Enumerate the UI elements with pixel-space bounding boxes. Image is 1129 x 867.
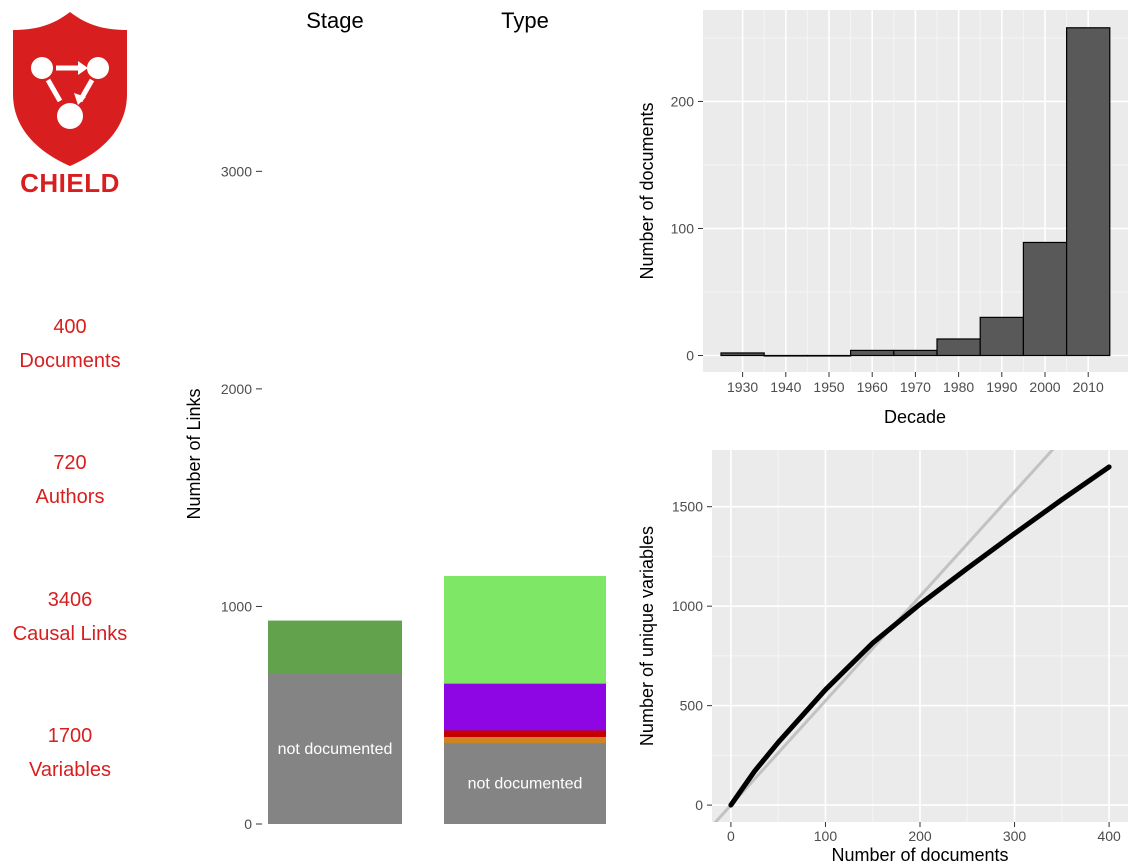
segment-label: not documented bbox=[468, 776, 583, 793]
stat-causal-links: 3406 Causal Links bbox=[0, 583, 140, 651]
x-tick-label: 2010 bbox=[1073, 379, 1104, 395]
histogram-bar bbox=[1065, 27, 1111, 357]
series-group bbox=[713, 450, 1112, 822]
histogram-bar bbox=[936, 338, 981, 357]
y-axis-label: Number of Links bbox=[184, 388, 204, 519]
histogram-bar bbox=[720, 352, 765, 357]
segment-label: not documented bbox=[278, 741, 393, 758]
stat-authors: 720 Authors bbox=[0, 446, 140, 514]
x-axis-label: Decade bbox=[884, 407, 946, 427]
stat-label: Causal Links bbox=[12, 623, 128, 645]
stat-value: 3406 bbox=[47, 589, 93, 611]
y-tick-label: 200 bbox=[671, 93, 695, 109]
histogram-bar bbox=[849, 349, 895, 357]
y-tick-label: 1000 bbox=[221, 598, 252, 614]
histogram-bar bbox=[1022, 241, 1068, 357]
bar-segment bbox=[268, 673, 402, 824]
x-tick-label: 2000 bbox=[1029, 379, 1060, 395]
brand-name: CHIELD bbox=[20, 168, 120, 198]
stat-value: 1700 bbox=[47, 725, 93, 747]
x-tick-label: 1970 bbox=[900, 379, 931, 395]
stacked-bar-chart: 0 1000 2000 3000 Number of Links Stagelanguag… bbox=[184, 8, 606, 832]
x-tick-label: 1940 bbox=[770, 379, 801, 395]
stat-label: Authors bbox=[35, 486, 105, 508]
column-title: Stage bbox=[306, 8, 364, 33]
histogram-bar bbox=[806, 354, 852, 357]
x-tick-label: 100 bbox=[814, 828, 838, 844]
column-title: Type bbox=[501, 8, 549, 33]
x-tick-label: 1990 bbox=[986, 379, 1017, 395]
x-tick-label: 1950 bbox=[813, 379, 844, 395]
sidebar: CHIELD 400 Documents 720 Authors 3406 Ca… bbox=[0, 0, 140, 867]
growth-line bbox=[728, 464, 1112, 808]
reference-line bbox=[713, 450, 1055, 822]
stat-value: 720 bbox=[53, 452, 87, 474]
y-tick-label: 0 bbox=[244, 816, 252, 832]
y-tick-label: 2000 bbox=[221, 381, 252, 397]
x-tick-label: 1980 bbox=[943, 379, 974, 395]
histogram-bar bbox=[979, 316, 1025, 357]
y-tick-label: 0 bbox=[695, 797, 703, 813]
y-tick-label: 100 bbox=[671, 220, 695, 236]
y-tick-label: 0 bbox=[686, 347, 694, 363]
histogram-chart: 1930 1940 1950 1960 1970 1980 1990 2000 2010 0 100… bbox=[637, 10, 1128, 427]
y-tick-label: 500 bbox=[680, 698, 704, 714]
y-tick-label: 1000 bbox=[672, 598, 703, 614]
histogram-bar bbox=[763, 354, 809, 357]
histogram-bar bbox=[893, 349, 938, 357]
x-tick-label: 400 bbox=[1097, 828, 1121, 844]
x-tick-label: 0 bbox=[727, 828, 735, 844]
x-tick-label: 200 bbox=[908, 828, 932, 844]
y-axis-label: Number of documents bbox=[637, 102, 657, 279]
stacked-column: Stagelanguagechangeculturalevolutioncoev… bbox=[268, 8, 402, 824]
x-axis-label: Number of documents bbox=[831, 845, 1008, 865]
stacked-column: Typehypothesisreviewexperimentstatistica… bbox=[444, 8, 606, 825]
y-tick-label: 1500 bbox=[672, 499, 703, 515]
stat-label: Documents bbox=[19, 350, 121, 372]
chield-logo-icon bbox=[13, 12, 127, 166]
x-tick-label: 1930 bbox=[727, 379, 758, 395]
y-tick-label: 3000 bbox=[221, 163, 252, 179]
stat-value: 400 bbox=[53, 316, 87, 338]
y-axis-label: Number of unique variables bbox=[637, 526, 657, 746]
x-tick-label: 1960 bbox=[857, 379, 888, 395]
x-tick-label: 300 bbox=[1003, 828, 1027, 844]
stat-variables: 1700 Variables bbox=[0, 719, 140, 787]
line-chart: 0 100 200 300 400 0 500 1000 1500 Number of docum… bbox=[637, 450, 1128, 865]
stat-documents: 400 Documents bbox=[0, 310, 140, 378]
stat-label: Variables bbox=[29, 759, 111, 781]
bar-segment bbox=[444, 743, 606, 824]
